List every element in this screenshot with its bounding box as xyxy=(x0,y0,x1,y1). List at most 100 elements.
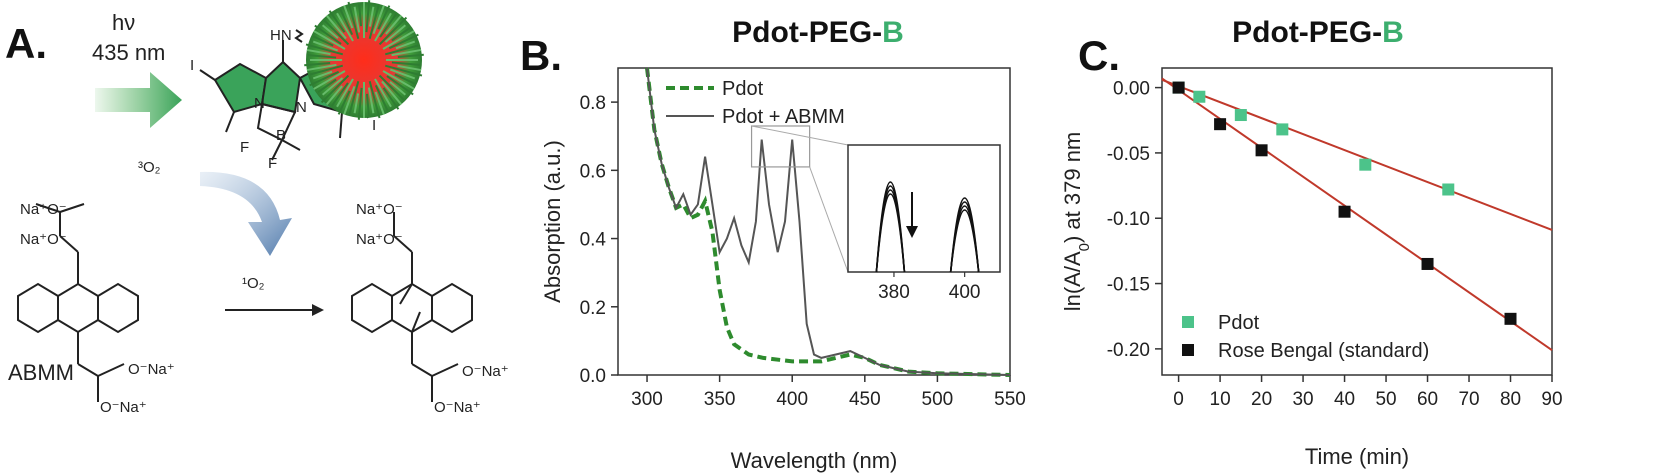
pdot-spike xyxy=(386,75,414,96)
pdot-spike xyxy=(321,77,344,96)
pdot-spike xyxy=(331,82,349,107)
pdot-spike xyxy=(306,48,331,56)
product-carboxylate-1: Na⁺O⁻ xyxy=(356,201,403,218)
pdot-spike xyxy=(328,10,346,33)
pdot-spike xyxy=(320,74,350,104)
pdot-spike xyxy=(377,5,391,30)
pdot-spike xyxy=(378,16,408,46)
pdot-spike xyxy=(385,14,403,35)
chart-c-ytick-label: -0.10 xyxy=(1107,209,1150,230)
pdot-spike xyxy=(312,70,333,80)
chart-b-legend-label: Pdot xyxy=(722,78,764,100)
chart-c-ytick-label: -0.05 xyxy=(1107,144,1150,165)
panel-c-title-suffix: B xyxy=(1382,16,1404,49)
pdot-spike xyxy=(395,40,416,50)
linker-wavy-bond xyxy=(294,29,304,43)
abmm-sodium-2: O⁻Na⁺ xyxy=(100,399,147,416)
pdot-spike xyxy=(339,8,354,36)
chart-c-point-1 xyxy=(1255,144,1268,157)
product-carboxylate-2: Na⁺O⁻ xyxy=(356,231,403,248)
chart-c-ytick-label: -0.20 xyxy=(1107,340,1150,361)
pdot-spike xyxy=(374,91,385,115)
chart-b-ylabel: Absorption (a.u.) xyxy=(540,140,565,303)
chart-c-xlabel: Time (min) xyxy=(1305,444,1409,469)
pdot-spike xyxy=(381,80,403,106)
pdot-spike xyxy=(374,78,392,108)
chart-b-xtick-label: 300 xyxy=(631,389,663,410)
chart-c-point-1 xyxy=(1421,257,1434,270)
product-ring-right xyxy=(431,282,473,334)
pdot-spike xyxy=(372,5,385,35)
pdot-spike xyxy=(384,44,419,56)
pdot-spike xyxy=(337,90,351,115)
chart-b-inset-arrowhead-icon xyxy=(906,226,918,238)
pdot-spike xyxy=(391,48,422,57)
light-label: hν xyxy=(112,10,135,35)
chart-c-point-1 xyxy=(1172,81,1185,94)
chart-c-legend-swatch xyxy=(1182,316,1194,328)
pdot-spike xyxy=(365,0,371,33)
product-sodium-2: O⁻Na⁺ xyxy=(434,399,481,416)
pdot-spike xyxy=(389,68,416,80)
panel-c: C. Pdot-PEG-B 0 10 20 30 40 50 60 70 80 90 0.00 -0.… xyxy=(1060,16,1563,469)
pdot-spike xyxy=(358,4,363,27)
chart-b-legend-label: Pdot + ABMM xyxy=(722,106,845,128)
chart-c-xtick-label: 50 xyxy=(1375,389,1396,410)
chart-b-xtick-label: 450 xyxy=(849,389,881,410)
chart-c-xtick-label: 20 xyxy=(1251,389,1272,410)
chart-c-fit-line-1 xyxy=(1161,77,1553,351)
pdot-spike xyxy=(368,6,375,27)
pdot-spike xyxy=(343,5,354,29)
chart-b-inset-xtick-label: 380 xyxy=(878,282,910,303)
chart-c-point-0 xyxy=(1276,123,1289,136)
pdot-spike xyxy=(309,64,344,76)
pdot-spike xyxy=(343,85,356,115)
chart-b-xtick-label: 400 xyxy=(776,389,808,410)
pdot-spike xyxy=(325,85,343,106)
chart-b-ytick-label: 0.0 xyxy=(580,366,606,387)
abmm-ring-center xyxy=(57,282,99,334)
iodine-label-left: I xyxy=(190,57,194,74)
pdot-spike xyxy=(353,6,361,33)
nitrogen-label-left: N xyxy=(254,95,265,112)
pdot-spike xyxy=(379,13,397,38)
chart-c-ylabel-sub: 0 xyxy=(1076,243,1093,251)
pdot-spike xyxy=(336,78,354,108)
chart-c-ytick-label: 0.00 xyxy=(1113,79,1150,100)
chart-c-point-0 xyxy=(1442,183,1455,196)
endoperoxide-product xyxy=(351,212,473,402)
chart-b-series-line-0 xyxy=(645,67,1011,377)
abmm-ring-right xyxy=(97,282,139,334)
panel-b-title-prefix: Pdot-PEG- xyxy=(732,16,882,49)
pdot-spike xyxy=(367,87,375,114)
chart-b-zoom-connector xyxy=(751,125,849,146)
abmm-sodium-1: O⁻Na⁺ xyxy=(128,361,175,378)
chart-c-point-1 xyxy=(1504,312,1517,325)
chart-c-frame xyxy=(1161,67,1553,376)
energy-transfer-arrow-icon xyxy=(200,171,292,256)
abmm-carboxylate-1: Na⁺O⁻ xyxy=(20,201,67,218)
pdot-spike xyxy=(391,61,420,66)
pdot-spike xyxy=(365,93,370,116)
pdot-spike xyxy=(353,93,360,114)
chart-b-zoom-box xyxy=(750,125,811,168)
pdot-spike xyxy=(312,40,339,52)
pdot-spike xyxy=(368,5,380,40)
chart-b-inset-peak xyxy=(875,193,906,273)
pdot-spike xyxy=(382,30,415,50)
amine-label: HN xyxy=(270,27,292,44)
excitation-arrow-icon xyxy=(95,72,182,128)
chart-c-xtick-label: 10 xyxy=(1210,389,1231,410)
chart-c-xtick-label: 60 xyxy=(1417,389,1438,410)
chart-c-point-1 xyxy=(1338,205,1351,218)
pdot-spike xyxy=(313,70,346,90)
pdot-spike xyxy=(325,14,347,40)
product-sodium-1: O⁻Na⁺ xyxy=(462,363,509,380)
chart-c-xtick-label: 80 xyxy=(1500,389,1521,410)
chart-c-xtick-label: 40 xyxy=(1334,389,1355,410)
panel-c-title-prefix: Pdot-PEG- xyxy=(1232,16,1382,49)
reaction-arrowhead-icon xyxy=(312,304,324,316)
chart-c-legend-label: Pdot xyxy=(1218,312,1260,334)
pdot-spike xyxy=(382,87,400,110)
pdot-spike xyxy=(374,84,389,112)
